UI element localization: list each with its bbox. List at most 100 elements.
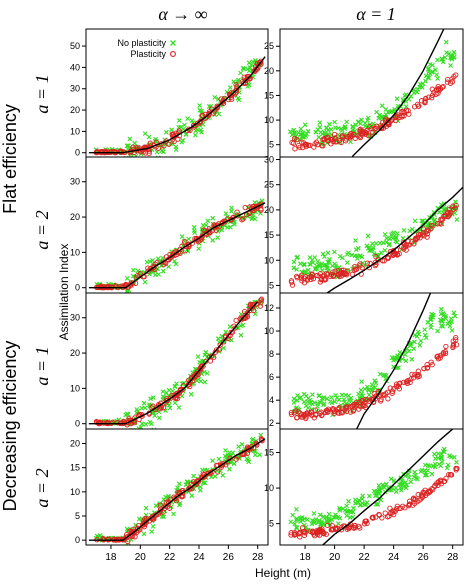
point-no-plasticity (365, 233, 371, 239)
point-no-plasticity (131, 433, 135, 437)
point-stroke (238, 70, 243, 76)
point-stroke (210, 215, 216, 221)
point-stroke (249, 62, 254, 68)
point-no-plasticity (365, 246, 371, 251)
point-stroke (316, 134, 322, 140)
point-plasticity (443, 343, 449, 350)
point-stroke (425, 319, 431, 325)
point-plasticity (240, 314, 246, 320)
point-plasticity (234, 209, 240, 215)
point-plasticity (132, 534, 138, 540)
point-no-plasticity (177, 481, 182, 487)
point-plasticity (233, 456, 239, 462)
point-no-plasticity (167, 405, 173, 411)
point-stroke (223, 211, 229, 216)
point-stroke (435, 57, 440, 63)
point-plasticity (245, 446, 251, 453)
point-stroke (377, 112, 383, 118)
point-stroke (158, 155, 161, 157)
point-no-plasticity (418, 338, 424, 344)
point-stroke (205, 371, 210, 376)
point-no-plasticity (173, 261, 179, 267)
point-no-plasticity (448, 53, 454, 59)
point-stroke (452, 210, 458, 216)
point-stroke (180, 250, 185, 255)
point-stroke (166, 264, 171, 269)
point-stroke (332, 119, 337, 125)
point-stroke (128, 543, 131, 545)
point-no-plasticity (353, 247, 359, 252)
y-tick-label: 20 (70, 439, 80, 449)
point-plasticity (404, 380, 411, 387)
point-plasticity (332, 135, 338, 141)
point-stroke (356, 119, 361, 125)
point-stroke (327, 257, 332, 262)
point-plasticity (253, 301, 260, 307)
point-no-plasticity (156, 272, 161, 277)
point-no-plasticity (143, 421, 149, 427)
point-stroke (97, 533, 103, 538)
point-stroke (324, 125, 330, 131)
point-no-plasticity (147, 259, 153, 264)
point-no-plasticity (367, 493, 372, 499)
point-no-plasticity (220, 472, 226, 478)
point-plasticity (343, 138, 349, 144)
point-stroke (294, 267, 299, 272)
y-tick-label: 10 (264, 255, 274, 265)
point-no-plasticity (172, 383, 178, 389)
point-stroke (395, 103, 401, 109)
point-stroke (216, 111, 222, 117)
point-no-plasticity (125, 543, 131, 545)
point-stroke (179, 234, 185, 239)
point-stroke (227, 466, 232, 472)
point-no-plasticity (229, 208, 234, 214)
point-no-plasticity (240, 65, 246, 71)
point-stroke (139, 405, 145, 411)
point-stroke (340, 255, 345, 261)
point-no-plasticity (448, 316, 454, 321)
point-stroke (409, 226, 415, 232)
point-no-plasticity (287, 129, 293, 134)
point-plasticity (343, 270, 349, 276)
point-plasticity (311, 415, 317, 421)
point-no-plasticity (310, 392, 315, 397)
point-no-plasticity (245, 457, 251, 463)
point-stroke (393, 357, 398, 362)
point-plasticity (369, 129, 376, 135)
point-stroke (418, 338, 424, 344)
point-plasticity (318, 412, 325, 419)
point-plasticity (357, 399, 363, 406)
point-stroke (368, 248, 374, 253)
point-no-plasticity (452, 313, 458, 319)
point-plasticity (453, 337, 459, 343)
point-no-plasticity (288, 519, 294, 525)
point-stroke (155, 256, 161, 261)
point-no-plasticity (151, 395, 156, 400)
point-stroke (317, 120, 323, 125)
point-plasticity (228, 92, 234, 99)
y-tick-label: 30 (70, 84, 80, 94)
point-stroke (422, 332, 428, 338)
point-no-plasticity (205, 218, 211, 224)
point-no-plasticity (157, 415, 162, 421)
point-no-plasticity (141, 160, 145, 164)
point-no-plasticity (174, 381, 179, 386)
point-plasticity (438, 216, 444, 222)
point-no-plasticity (164, 129, 169, 135)
point-stroke (229, 205, 234, 211)
point-stroke (332, 261, 337, 267)
point-stroke (287, 129, 293, 134)
point-plasticity (406, 111, 412, 117)
point-no-plasticity (328, 126, 334, 132)
point-no-plasticity (327, 121, 332, 127)
point-stroke (383, 376, 389, 382)
model-line (88, 56, 266, 154)
point-plasticity (453, 202, 459, 209)
point-no-plasticity (189, 493, 195, 499)
point-no-plasticity (290, 512, 296, 518)
point-stroke (253, 58, 258, 63)
point-stroke (192, 366, 198, 372)
point-stroke (252, 311, 258, 317)
point-no-plasticity (191, 228, 197, 233)
panel-points (94, 198, 265, 293)
